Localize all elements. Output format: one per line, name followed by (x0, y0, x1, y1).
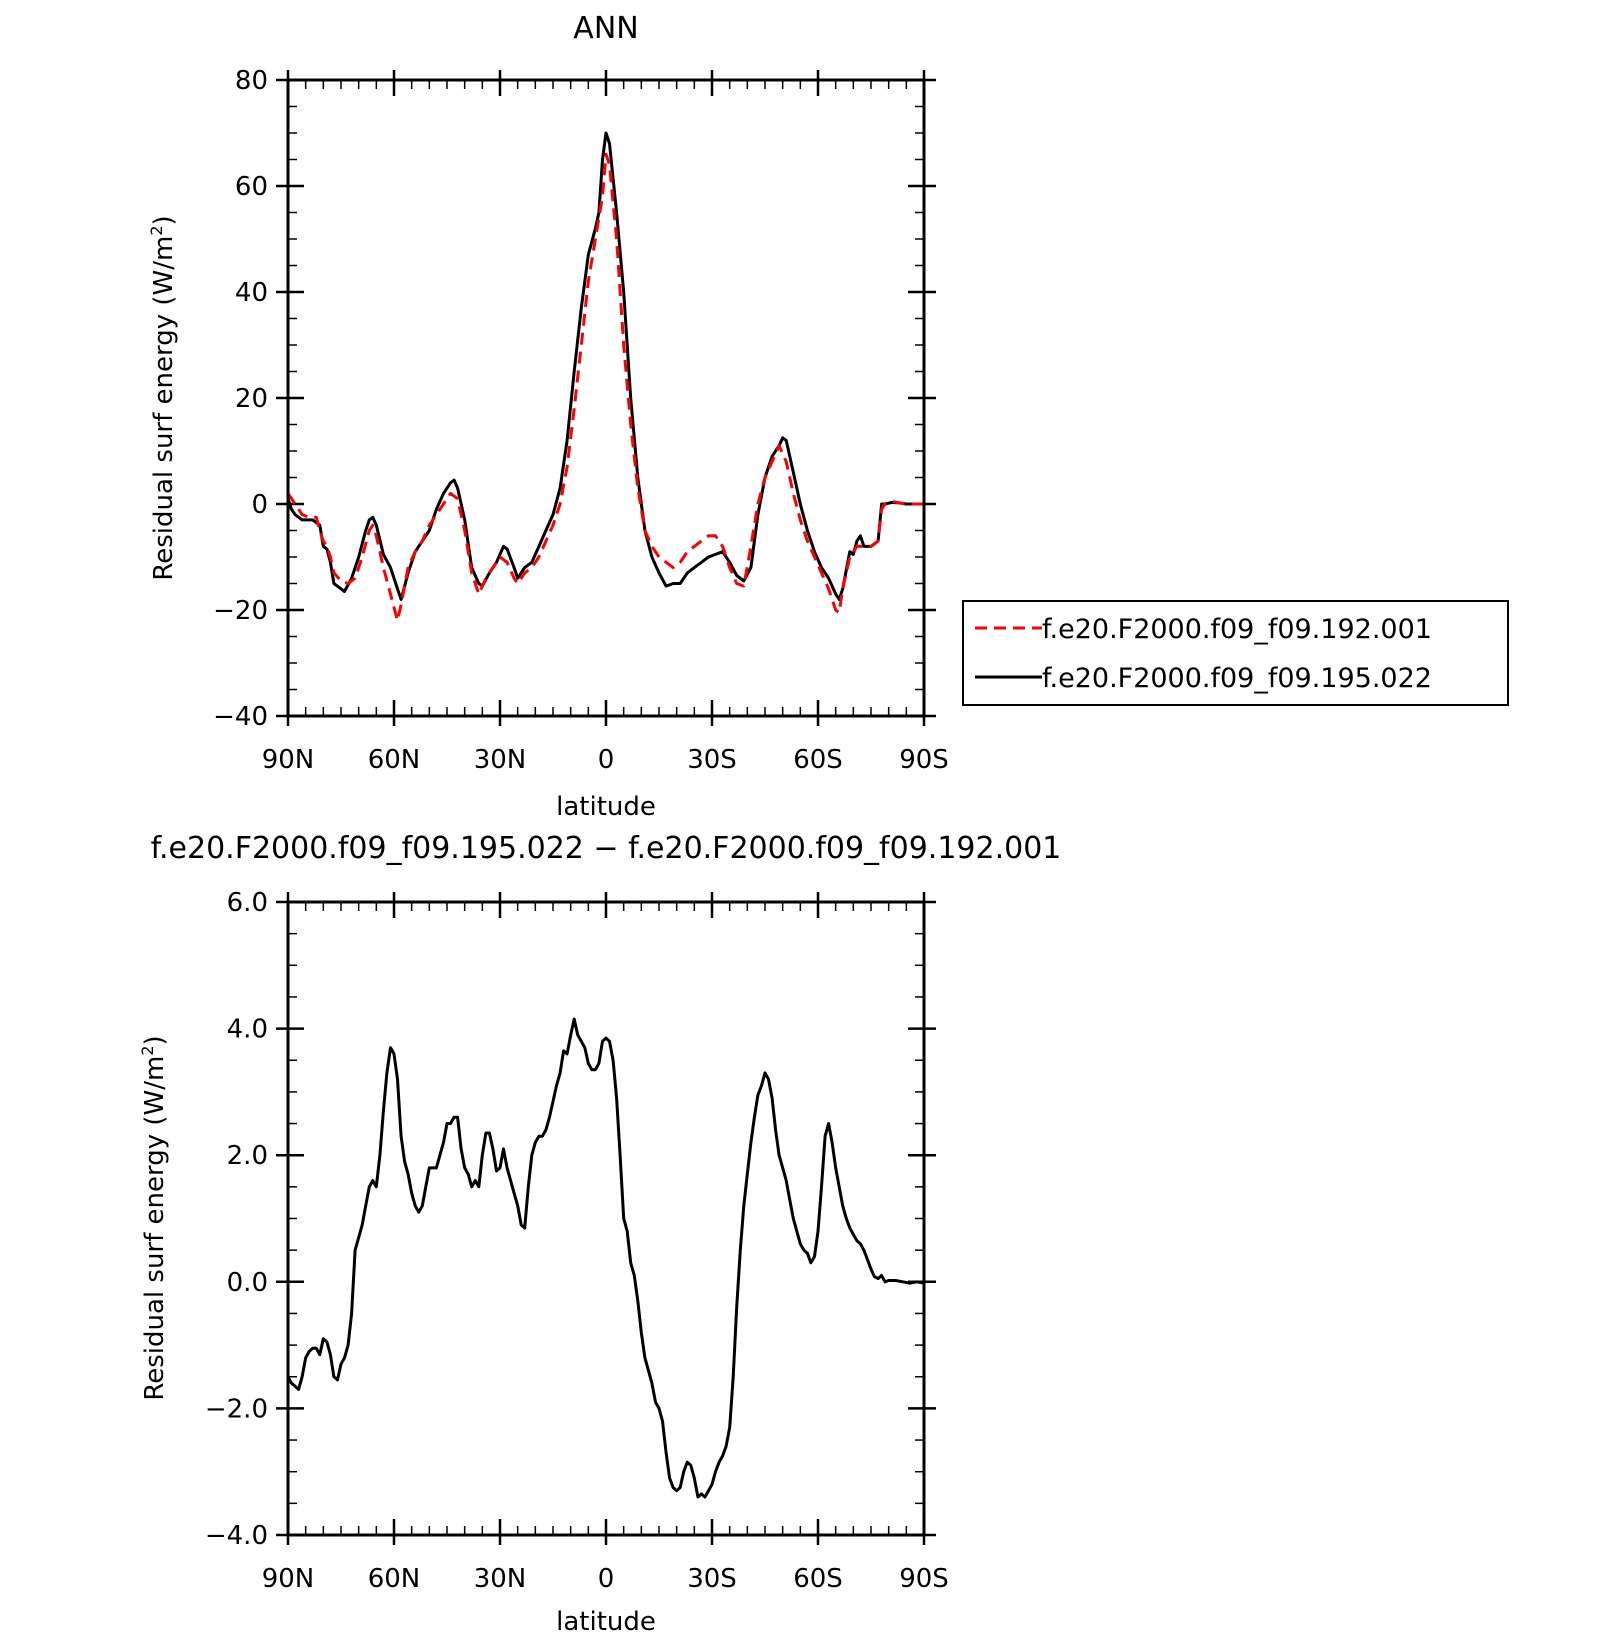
bottom-y-tick-label: 6.0 (227, 888, 268, 918)
top-x-tick-label: 60N (368, 745, 421, 775)
bottom-panel: f.e20.F2000.f09_f09.195.022 − f.e20.F200… (138, 831, 1061, 1635)
bottom-y-axis-label: Residual surf energy (W/m2) (138, 1035, 170, 1400)
top-x-axis-label: latitude (556, 792, 656, 822)
bottom-y-tick-label: −2.0 (205, 1394, 268, 1424)
top-x-tick-label: 60S (793, 745, 843, 775)
bottom-x-tick-label: 30N (474, 1564, 527, 1594)
bottom-tick-labels: 90N 60N 30N 0 30S 60S 90S −4.0 −2.0 0.0 2.0 4.0 6.0 (205, 888, 949, 1594)
bottom-x-tick-label: 0 (598, 1564, 615, 1594)
bottom-x-tick-label: 90N (262, 1564, 315, 1594)
top-series-line-0 (286, 152, 924, 623)
bottom-y-tick-label: 2.0 (227, 1141, 268, 1171)
top-x-tick-label: 30S (687, 745, 737, 775)
bottom-y-tick-label: −4.0 (205, 1521, 268, 1551)
bottom-plot-frame (286, 900, 926, 1537)
bottom-x-tick-label: 60S (793, 1564, 843, 1594)
bottom-y-tick-label: 4.0 (227, 1015, 268, 1045)
top-y-tick-label: −40 (213, 702, 268, 732)
top-plot-frame (286, 78, 926, 718)
bottom-ticks (276, 892, 936, 1545)
top-y-tick-label: 40 (235, 278, 268, 308)
bottom-x-axis-label: latitude (556, 1607, 656, 1635)
top-series-line-1 (286, 131, 924, 601)
legend-label-195-022: f.e20.F2000.f09_f09.195.022 (1042, 663, 1432, 694)
bottom-chart-title: f.e20.F2000.f09_f09.195.022 − f.e20.F200… (151, 831, 1062, 866)
bottom-y-tick-label: 0.0 (227, 1268, 268, 1298)
bottom-x-tick-label: 60N (368, 1564, 421, 1594)
top-y-tick-label: −20 (213, 596, 268, 626)
bottom-series-line-0 (286, 1017, 925, 1499)
top-panel: ANN 90N 60N 30N 0 30S 60S 90S −40 −20 0 20 40 60 80 l… (147, 11, 1509, 822)
bottom-series-lines (286, 1017, 925, 1499)
top-x-tick-label: 90N (262, 745, 315, 775)
top-y-tick-label: 80 (235, 66, 268, 96)
top-series-lines (286, 131, 924, 623)
top-x-tick-label: 90S (899, 745, 949, 775)
top-y-axis-label: Residual surf energy (W/m2) (147, 215, 179, 580)
legend-label-192-001: f.e20.F2000.f09_f09.192.001 (1042, 614, 1432, 645)
bottom-x-tick-label: 30S (687, 1564, 737, 1594)
top-y-tick-label: 0 (251, 490, 268, 520)
top-chart-title: ANN (573, 11, 638, 46)
legend: f.e20.F2000.f09_f09.192.001 f.e20.F2000.… (962, 600, 1509, 706)
legend-box (962, 600, 1509, 706)
top-x-tick-label: 0 (598, 745, 615, 775)
bottom-x-tick-label: 90S (899, 1564, 949, 1594)
top-x-tick-label: 30N (474, 745, 527, 775)
top-y-tick-label: 20 (235, 384, 268, 414)
top-y-tick-label: 60 (235, 172, 268, 202)
top-tick-labels: 90N 60N 30N 0 30S 60S 90S −40 −20 0 20 40 60 80 (213, 66, 949, 775)
